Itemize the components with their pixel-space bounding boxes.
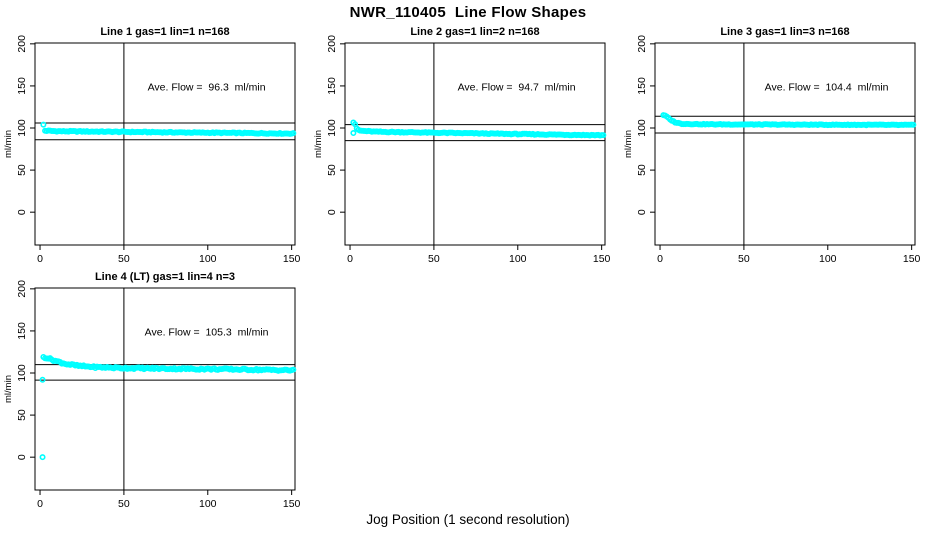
panel-title: Line 4 (LT) gas=1 lin=4 n=3: [95, 271, 235, 283]
y-tick-label: 50: [16, 409, 28, 421]
x-tick-label: 150: [593, 253, 611, 265]
data-points: [660, 112, 917, 129]
y-tick-label: 150: [636, 77, 648, 95]
data-points: [40, 121, 297, 137]
x-tick-label: 100: [819, 253, 837, 265]
y-axis-label: ml/min: [3, 375, 14, 403]
data-point: [352, 121, 359, 128]
y-tick-label: 100: [636, 119, 648, 137]
x-tick-label: 150: [283, 253, 301, 265]
data-point: [350, 130, 357, 137]
panel-title: Line 2 gas=1 lin=2 n=168: [410, 26, 539, 38]
ave-flow-annotation: Ave. Flow = 104.4 ml/min: [765, 81, 889, 93]
x-tick-label: 100: [509, 253, 527, 265]
y-tick-label: 0: [636, 209, 648, 215]
data-point: [39, 454, 46, 461]
y-axis-label: ml/min: [313, 130, 324, 158]
panel-line-4: 0 50 100 150 0 50 100 150 200 ml/min Line 4 (LT) g…: [3, 271, 301, 510]
data-point: [600, 132, 607, 139]
panel-title: Line 1 gas=1 lin=1 n=168: [100, 26, 229, 38]
y-tick-label: 150: [16, 77, 28, 95]
data-point: [40, 121, 47, 128]
y-tick-label: 50: [16, 164, 28, 176]
y-tick-label: 100: [16, 364, 28, 382]
plot-box: [34, 42, 296, 246]
chart-title: NWR_110405 Line Flow Shapes: [349, 4, 587, 21]
y-tick-label: 50: [326, 164, 338, 176]
ave-flow-annotation: Ave. Flow = 105.3 ml/min: [145, 326, 269, 338]
plot-box: [34, 287, 296, 491]
x-tick-label: 0: [37, 253, 43, 265]
x-tick-label: 50: [118, 253, 130, 265]
y-tick-label: 150: [16, 322, 28, 340]
y-tick-label: 0: [16, 209, 28, 215]
x-tick-label: 0: [347, 253, 353, 265]
x-tick-label: 50: [118, 498, 130, 510]
panel-line-1: 0 50 100 150 0 50 100 150 200 ml/min Line 1 gas=1 …: [3, 26, 301, 265]
y-tick-label: 100: [326, 119, 338, 137]
y-axis-label: ml/min: [3, 130, 14, 158]
y-tick-label: 100: [16, 119, 28, 137]
x-axis-label: Jog Position (1 second resolution): [366, 512, 570, 527]
panel-line-2: 0 50 100 150 0 50 100 150 200 ml/min Line 2 gas=1 …: [313, 26, 611, 265]
x-tick-label: 50: [738, 253, 750, 265]
ave-flow-annotation: Ave. Flow = 96.3 ml/min: [148, 81, 266, 93]
y-tick-label: 0: [326, 209, 338, 215]
y-tick-label: 200: [326, 35, 338, 53]
plot-box: [654, 42, 916, 246]
x-tick-label: 150: [283, 498, 301, 510]
x-tick-label: 100: [199, 253, 217, 265]
data-point: [290, 130, 297, 137]
data-points: [39, 353, 297, 461]
x-tick-label: 150: [903, 253, 921, 265]
ave-flow-annotation: Ave. Flow = 94.7 ml/min: [458, 81, 576, 93]
x-tick-label: 0: [37, 498, 43, 510]
y-tick-label: 200: [16, 35, 28, 53]
y-tick-label: 200: [636, 35, 648, 53]
x-tick-label: 100: [199, 498, 217, 510]
panel-title: Line 3 gas=1 lin=3 n=168: [720, 26, 849, 38]
plot-box: [344, 42, 606, 246]
x-tick-label: 0: [657, 253, 663, 265]
data-point: [910, 121, 917, 128]
y-axis-label: ml/min: [623, 130, 634, 158]
y-tick-label: 50: [636, 164, 648, 176]
y-tick-label: 200: [16, 280, 28, 298]
x-tick-label: 50: [428, 253, 440, 265]
panel-line-3: 0 50 100 150 0 50 100 150 200 ml/min Line 3 gas=1 …: [623, 26, 921, 265]
y-tick-label: 0: [16, 454, 28, 460]
data-points: [350, 119, 607, 139]
y-tick-label: 150: [326, 77, 338, 95]
data-point: [39, 376, 46, 383]
data-point: [290, 366, 297, 373]
